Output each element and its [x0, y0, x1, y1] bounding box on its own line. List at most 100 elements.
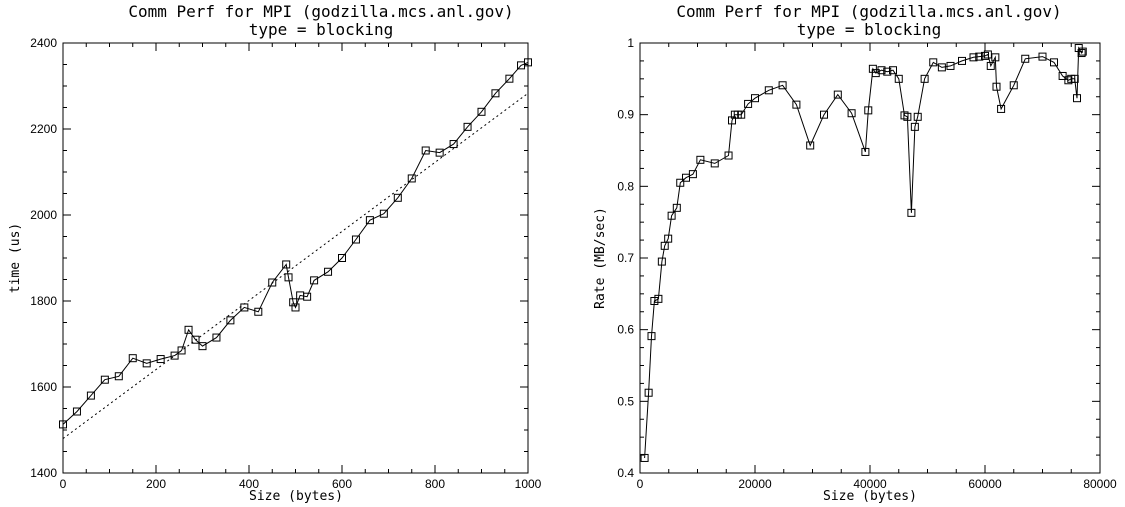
- axis-ticks: [639, 42, 1101, 474]
- data-point: [1064, 76, 1073, 85]
- data-point: [676, 178, 685, 187]
- data-point: [883, 67, 892, 76]
- data-point: [751, 94, 759, 103]
- data-point: [1009, 81, 1018, 90]
- x-tick-label: 800: [425, 477, 445, 491]
- data-point: [889, 66, 897, 75]
- data-point: [806, 141, 815, 150]
- plot-frame: [639, 42, 1101, 474]
- data-point: [688, 170, 697, 179]
- data-point: [900, 111, 909, 120]
- data-point: [991, 53, 1000, 62]
- data-point: [449, 140, 458, 149]
- chart-title: Comm Perf for MPI (godzilla.mcs.anl.gov): [676, 2, 1061, 21]
- series-line: [62, 61, 529, 425]
- data-point: [894, 74, 903, 83]
- data-point: [792, 100, 801, 109]
- data-point: [184, 325, 193, 334]
- x-tick-label: 80000: [1083, 477, 1117, 491]
- data-point: [975, 52, 984, 61]
- data-point: [1077, 49, 1086, 58]
- data-point: [491, 89, 500, 98]
- data-point: [1021, 54, 1030, 63]
- series-layer: [640, 44, 1087, 462]
- data-point: [986, 61, 995, 70]
- tick-labels: 0 200 400 600 800 1000 1400 1600 1800 2000 2200 240…: [30, 36, 541, 491]
- data-point: [435, 148, 444, 157]
- x-axis-label: Size (bytes): [823, 489, 917, 504]
- data-point: [903, 112, 912, 121]
- y-tick-label: 1600: [30, 380, 57, 394]
- data-point: [505, 74, 514, 83]
- data-point: [764, 86, 773, 95]
- data-point: [907, 208, 916, 217]
- data-point: [379, 209, 388, 218]
- y-tick-label: 1400: [30, 466, 57, 480]
- plot-frame: [62, 42, 529, 474]
- y-tick-label: 0.9: [617, 108, 634, 122]
- data-point: [289, 298, 298, 307]
- data-point: [744, 99, 753, 108]
- data-point: [913, 112, 922, 121]
- chart-subtitle: type = blocking: [797, 20, 942, 39]
- data-point: [868, 64, 877, 73]
- data-point: [672, 203, 681, 212]
- data-point: [929, 58, 938, 67]
- x-tick-label: 0: [60, 477, 67, 491]
- y-tick-label: 0.5: [617, 394, 634, 408]
- data-point: [324, 267, 333, 276]
- data-point: [310, 276, 319, 285]
- x-tick-label: 400: [239, 477, 259, 491]
- data-point: [291, 303, 300, 312]
- data-point: [820, 110, 828, 119]
- time-chart: Comm Perf for MPI (godzilla.mcs.anl.gov)…: [8, 2, 542, 504]
- data-point: [1050, 58, 1058, 67]
- x-axis-label: Size (bytes): [249, 489, 343, 504]
- series-layer: [59, 58, 532, 440]
- y-tick-label: 0.4: [617, 466, 634, 480]
- data-point: [981, 51, 989, 60]
- y-tick-label: 2400: [30, 36, 57, 50]
- x-tick-label: 20000: [738, 477, 772, 491]
- data-point: [710, 159, 719, 168]
- data-point: [170, 351, 179, 360]
- data-point: [640, 453, 649, 462]
- data-point: [198, 342, 207, 351]
- x-tick-label: 40000: [853, 477, 887, 491]
- data-point: [226, 316, 235, 325]
- data-point: [992, 82, 1001, 91]
- x-tick-label: 0: [637, 477, 644, 491]
- data-point: [654, 294, 663, 303]
- data-point: [284, 273, 293, 282]
- x-tick-label: 1000: [515, 477, 542, 491]
- data-point: [421, 146, 430, 155]
- y-axis-label: Rate (MB/sec): [593, 207, 608, 309]
- data-point: [847, 109, 856, 118]
- data-point: [351, 235, 360, 244]
- data-point: [997, 104, 1006, 113]
- data-point: [114, 372, 123, 381]
- data-point: [1078, 47, 1087, 56]
- data-point: [463, 122, 472, 131]
- chart-subtitle: type = blocking: [249, 20, 394, 39]
- data-point: [910, 122, 919, 131]
- y-tick-label: 2200: [30, 122, 57, 136]
- y-tick-label: 0.6: [617, 323, 634, 337]
- data-point: [100, 375, 109, 384]
- data-point: [477, 107, 486, 116]
- y-tick-label: 2000: [30, 208, 57, 222]
- y-tick-label: 0.8: [617, 179, 634, 193]
- data-point: [958, 56, 966, 65]
- series-line: [644, 46, 1084, 459]
- data-point: [72, 407, 81, 416]
- chart-title: Comm Perf for MPI (godzilla.mcs.anl.gov): [128, 2, 513, 21]
- data-point: [969, 53, 978, 62]
- y-tick-label: 0.7: [617, 251, 634, 265]
- data-point: [142, 359, 151, 368]
- data-point: [1058, 71, 1067, 80]
- data-point: [524, 58, 532, 67]
- tick-labels: 0 20000 40000 60000 80000 0.4 0.5 0.6 0.7 0.8 0.9 1: [617, 36, 1117, 491]
- data-point: [282, 260, 291, 269]
- data-point: [861, 147, 870, 156]
